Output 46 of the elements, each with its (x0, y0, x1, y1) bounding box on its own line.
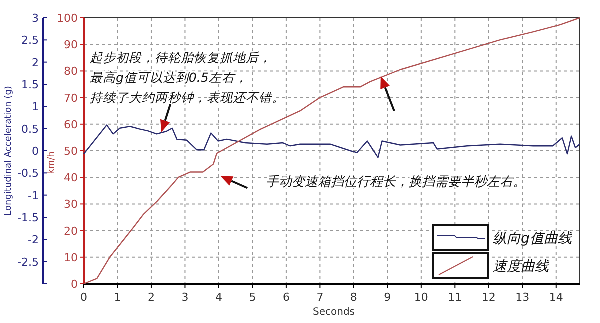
y-tick-label: 2.5 (22, 34, 39, 48)
x-tick-label: 11 (448, 291, 462, 304)
y-tick-label: 1 (32, 100, 39, 114)
y2-tick-label: 80 (64, 65, 78, 78)
x-axis-title: Seconds (312, 307, 356, 318)
x-tick-label: 7 (316, 291, 324, 304)
y2-tick-label: 20 (64, 224, 78, 238)
y-tick-label: 0.5 (22, 122, 39, 136)
y2-tick-label: 50 (64, 145, 78, 158)
y2-tick-label: 30 (64, 198, 78, 212)
legend-label: 纵向g值曲线 (493, 231, 573, 247)
y-tick-label: 3 (32, 12, 39, 25)
y2-tick-label: 60 (64, 118, 78, 132)
y2-tick-label: 100 (57, 12, 78, 25)
y-tick-label: -0.5 (18, 167, 39, 180)
y-tick-label: -2 (28, 234, 39, 247)
line-series (83, 17, 581, 285)
y2-axis-title: km/h (47, 152, 57, 174)
y-tick-label: 2 (32, 56, 39, 70)
y-tick-label: -2.5 (18, 256, 39, 269)
x-tick-label: 14 (549, 291, 564, 304)
y-tick-label: -1.5 (18, 212, 39, 224)
y-tick-label: 0 (32, 145, 39, 158)
y2-tick-label: 40 (64, 172, 78, 185)
x-tick-label: 4 (215, 291, 222, 304)
y2-tick-label: 0 (71, 278, 78, 291)
x-tick-label: 10 (414, 291, 428, 304)
y-axis-title: Longitudinal Acceleration (g) (4, 86, 14, 216)
x-tick-label: 5 (249, 291, 256, 304)
x-tick-label: 1 (114, 291, 122, 304)
x-tick-label: 2 (148, 291, 155, 304)
y2-tick-label: 90 (64, 38, 78, 52)
legend-label: 速度曲线 (493, 259, 550, 275)
x-tick-label: 8 (350, 291, 358, 304)
x-tick-label: 6 (282, 291, 290, 304)
y2-tick-label: 70 (64, 92, 78, 105)
x-tick-label: 0 (80, 291, 88, 304)
y-tick-label: -1 (28, 189, 39, 202)
x-tick-label: 3 (182, 291, 189, 304)
x-tick-label: 9 (384, 291, 392, 304)
x-tick-label: 12 (482, 291, 496, 304)
x-tick-label: 13 (516, 291, 530, 304)
annotation: 手动变速箱挡位行程长，换挡需要半秒左右。 (266, 175, 526, 190)
annotation: 起步初段，待轮胎恢复抓地后，最高g值可以达到0.5左右，持续了大约两秒钟，表现还不错。 (90, 50, 285, 105)
y2-tick-label: 10 (64, 251, 78, 264)
y-tick-label: 1.5 (22, 78, 39, 92)
